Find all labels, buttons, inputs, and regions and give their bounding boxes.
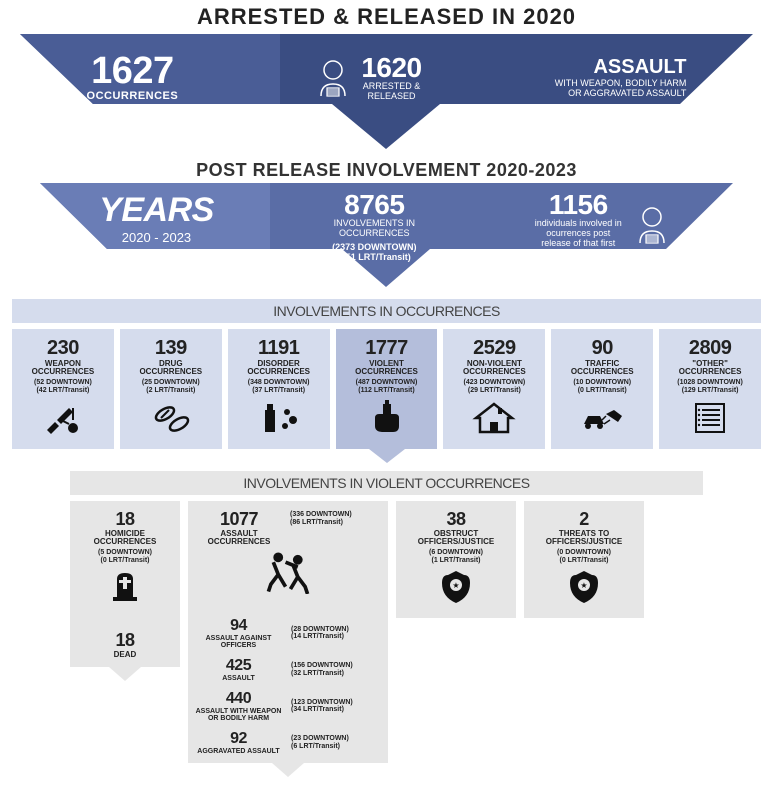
occurrence-card: 90 TRAFFIC OCCURRENCES (10 DOWNTOWN) (0 … bbox=[551, 329, 653, 449]
homicide-card: 18 HOMICIDE OCCURRENCES (5 DOWNTOWN) (0 … bbox=[70, 501, 180, 666]
arrested-label: ARRESTED & RELEASED bbox=[361, 82, 421, 102]
grave-icon bbox=[103, 569, 147, 605]
sub-label: ASSAULT bbox=[192, 675, 285, 682]
years-value: 2020 - 2023 bbox=[99, 230, 214, 245]
sub-label: ASSAULT AGAINST OFFICERS bbox=[192, 635, 285, 649]
post-release-title: POST RELEASE INVOLVEMENT 2020-2023 bbox=[0, 154, 773, 183]
card-number: 230 bbox=[14, 337, 112, 360]
dead-label: DEAD bbox=[74, 651, 176, 659]
assault-sub: (336 DOWNTOWN) (86 LRT/Transit) bbox=[290, 509, 384, 526]
assault-sub-row: 92 AGGRAVATED ASSAULT (23 DOWNTOWN) (6 L… bbox=[192, 730, 384, 755]
assault-sub-row: 425 ASSAULT (156 DOWNTOWN) (32 LRT/Trans… bbox=[192, 657, 384, 682]
sub-label: AGGRAVATED ASSAULT bbox=[192, 748, 285, 755]
card-label: "OTHER" OCCURRENCES bbox=[661, 360, 759, 376]
arrested-number: 1620 bbox=[361, 54, 421, 82]
arrested-banner: 1627 OCCURRENCES 1620 ARRESTED & RELEASE… bbox=[20, 34, 753, 154]
card-number: 2529 bbox=[445, 337, 543, 360]
years-label: YEARS bbox=[99, 191, 214, 230]
violent-section-title: INVOLVEMENTS IN VIOLENT OCCURRENCES bbox=[70, 471, 703, 495]
person-icon bbox=[630, 203, 674, 247]
list-icon bbox=[686, 400, 734, 436]
assault-label: ASSAULT OCCURRENCES bbox=[192, 530, 286, 546]
card-number: 1191 bbox=[230, 337, 328, 360]
card-sub: (1028 DOWNTOWN) (129 LRT/Transit) bbox=[661, 379, 759, 394]
involvements-sub: (2373 DOWNTOWN) (351 LRT/Transit) bbox=[332, 243, 416, 263]
sub-number: 440 bbox=[192, 690, 285, 708]
obstruct-sub: (6 DOWNTOWN) (1 LRT/Transit) bbox=[400, 549, 512, 564]
card-number: 1777 bbox=[338, 337, 436, 360]
occurrence-card: 2809 "OTHER" OCCURRENCES (1028 DOWNTOWN)… bbox=[659, 329, 761, 449]
card-label: WEAPON OCCURRENCES bbox=[14, 360, 112, 376]
svg-text:★: ★ bbox=[452, 581, 459, 590]
card-sub: (487 DOWNTOWN) (112 LRT/Transit) bbox=[338, 379, 436, 394]
assault-sub-row: 440 ASSAULT WITH WEAPON OR BODILY HARM (… bbox=[192, 690, 384, 722]
badge-icon: ★ bbox=[434, 569, 478, 605]
involvements-label: INVOLVEMENTS IN OCCURRENCES bbox=[332, 219, 416, 239]
person-icon bbox=[311, 56, 355, 100]
occurrence-cards: 230 WEAPON OCCURRENCES (52 DOWNTOWN) (42… bbox=[0, 329, 773, 449]
assault-card: 1077 ASSAULT OCCURRENCES (336 DOWNTOWN) … bbox=[188, 501, 388, 763]
homicide-number: 18 bbox=[74, 509, 176, 530]
badge-icon: ★ bbox=[562, 569, 606, 605]
sub-detail: (28 DOWNTOWN) (14 LRT/Transit) bbox=[291, 626, 384, 641]
card-number: 139 bbox=[122, 337, 220, 360]
assault-number: 1077 bbox=[192, 509, 286, 530]
threats-label: THREATS TO OFFICERS/JUSTICE bbox=[528, 530, 640, 546]
card-label: TRAFFIC OCCURRENCES bbox=[553, 360, 651, 376]
occurrences-label: OCCURRENCES bbox=[87, 90, 179, 102]
violent-cards-row: 18 HOMICIDE OCCURRENCES (5 DOWNTOWN) (0 … bbox=[0, 501, 773, 763]
threats-sub: (0 DOWNTOWN) (0 LRT/Transit) bbox=[528, 549, 640, 564]
threats-number: 2 bbox=[528, 509, 640, 530]
post-release-banner: YEARS 2020 - 2023 8765 INVOLVEMENTS IN O… bbox=[40, 183, 733, 291]
individuals-number: 1156 bbox=[535, 191, 622, 219]
card-sub: (348 DOWNTOWN) (37 LRT/Transit) bbox=[230, 379, 328, 394]
card-sub: (10 DOWNTOWN) (0 LRT/Transit) bbox=[553, 379, 651, 394]
card-label: VIOLENT OCCURRENCES bbox=[338, 360, 436, 376]
sub-number: 425 bbox=[192, 657, 285, 675]
card-sub: (25 DOWNTOWN) (2 LRT/Transit) bbox=[122, 379, 220, 394]
assault-sub-row: 94 ASSAULT AGAINST OFFICERS (28 DOWNTOWN… bbox=[192, 617, 384, 649]
card-sub: (423 DOWNTOWN) (29 LRT/Transit) bbox=[445, 379, 543, 394]
obstruct-label: OBSTRUCT OFFICERS/JUSTICE bbox=[400, 530, 512, 546]
card-number: 2809 bbox=[661, 337, 759, 360]
obstruct-card: 38 OBSTRUCT OFFICERS/JUSTICE (6 DOWNTOWN… bbox=[396, 501, 516, 617]
card-label: DISORDER OCCURRENCES bbox=[230, 360, 328, 376]
card-label: NON-VIOLENT OCCURRENCES bbox=[445, 360, 543, 376]
card-sub: (52 DOWNTOWN) (42 LRT/Transit) bbox=[14, 379, 112, 394]
dead-number: 18 bbox=[74, 630, 176, 651]
house-icon bbox=[470, 400, 518, 436]
card-number: 90 bbox=[553, 337, 651, 360]
obstruct-number: 38 bbox=[400, 509, 512, 530]
occurrence-card: 1191 DISORDER OCCURRENCES (348 DOWNTOWN)… bbox=[228, 329, 330, 449]
occurrences-number: 1627 bbox=[87, 52, 179, 90]
occurrence-card: 2529 NON-VIOLENT OCCURRENCES (423 DOWNTO… bbox=[443, 329, 545, 449]
sub-detail: (123 DOWNTOWN) (34 LRT/Transit) bbox=[291, 699, 384, 714]
homicide-label: HOMICIDE OCCURRENCES bbox=[74, 530, 176, 546]
pill-icon bbox=[147, 400, 195, 436]
spray-icon bbox=[255, 400, 303, 436]
threats-card: 2 THREATS TO OFFICERS/JUSTICE (0 DOWNTOW… bbox=[524, 501, 644, 617]
main-title: ARRESTED & RELEASED IN 2020 bbox=[0, 0, 773, 34]
homicide-sub: (5 DOWNTOWN) (0 LRT/Transit) bbox=[74, 549, 176, 564]
occurrence-card: 1777 VIOLENT OCCURRENCES (487 DOWNTOWN) … bbox=[336, 329, 438, 449]
occurrences-section-title: INVOLVEMENTS IN OCCURRENCES bbox=[12, 299, 761, 323]
assault-title: ASSAULT bbox=[555, 56, 687, 79]
individuals-label: individuals involved in ocurrences post … bbox=[535, 219, 622, 259]
fist-icon bbox=[363, 400, 411, 436]
sub-label: ASSAULT WITH WEAPON OR BODILY HARM bbox=[192, 708, 285, 722]
weapon-icon bbox=[39, 400, 87, 436]
sub-number: 92 bbox=[192, 730, 285, 748]
fight-icon bbox=[260, 550, 316, 594]
sub-number: 94 bbox=[192, 617, 285, 635]
assault-subtitle: WITH WEAPON, BODILY HARM OR AGGRAVATED A… bbox=[555, 79, 687, 99]
occurrence-card: 230 WEAPON OCCURRENCES (52 DOWNTOWN) (42… bbox=[12, 329, 114, 449]
occurrence-card: 139 DRUG OCCURRENCES (25 DOWNTOWN) (2 LR… bbox=[120, 329, 222, 449]
svg-text:★: ★ bbox=[580, 581, 587, 590]
card-label: DRUG OCCURRENCES bbox=[122, 360, 220, 376]
involvements-number: 8765 bbox=[332, 191, 416, 219]
car-icon bbox=[578, 400, 626, 436]
sub-detail: (23 DOWNTOWN) (6 LRT/Transit) bbox=[291, 735, 384, 750]
sub-detail: (156 DOWNTOWN) (32 LRT/Transit) bbox=[291, 662, 384, 677]
